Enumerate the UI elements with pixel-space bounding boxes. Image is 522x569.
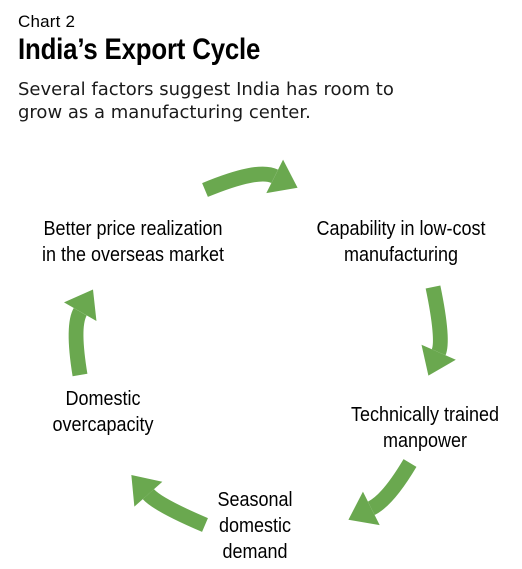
chart-title: India’s Export Cycle [18, 33, 261, 66]
arrow-left-head [63, 289, 97, 322]
arrow-top-shaft [202, 166, 279, 197]
cycle-node-overcapacity: Domestic overcapacity [52, 388, 154, 436]
arrow-group [63, 159, 456, 532]
cycle-node-seasonal-demand: Seasonal domestic demand [217, 489, 293, 563]
arrow-bottom-left-head [131, 475, 163, 507]
arrow-top-head [266, 159, 298, 194]
arrow-bottom-right-head [348, 491, 380, 526]
arrow-right-head [421, 344, 456, 376]
arrow-bottom-left-shaft [142, 488, 208, 532]
cycle-node-capability: Capability in low-cost manufacturing [316, 218, 486, 266]
chart-subtitle: Several factors suggest India has room t… [18, 79, 394, 123]
arrow-right-shaft [425, 285, 448, 356]
arrow-bottom-right-shaft [367, 459, 417, 516]
arrow-left-shaft [68, 307, 88, 377]
chart-label: Chart 2 [18, 12, 76, 31]
cycle-node-manpower: Technically trained manpower [350, 404, 500, 452]
cycle-node-price-realization: Better price realization in the overseas… [41, 218, 225, 266]
